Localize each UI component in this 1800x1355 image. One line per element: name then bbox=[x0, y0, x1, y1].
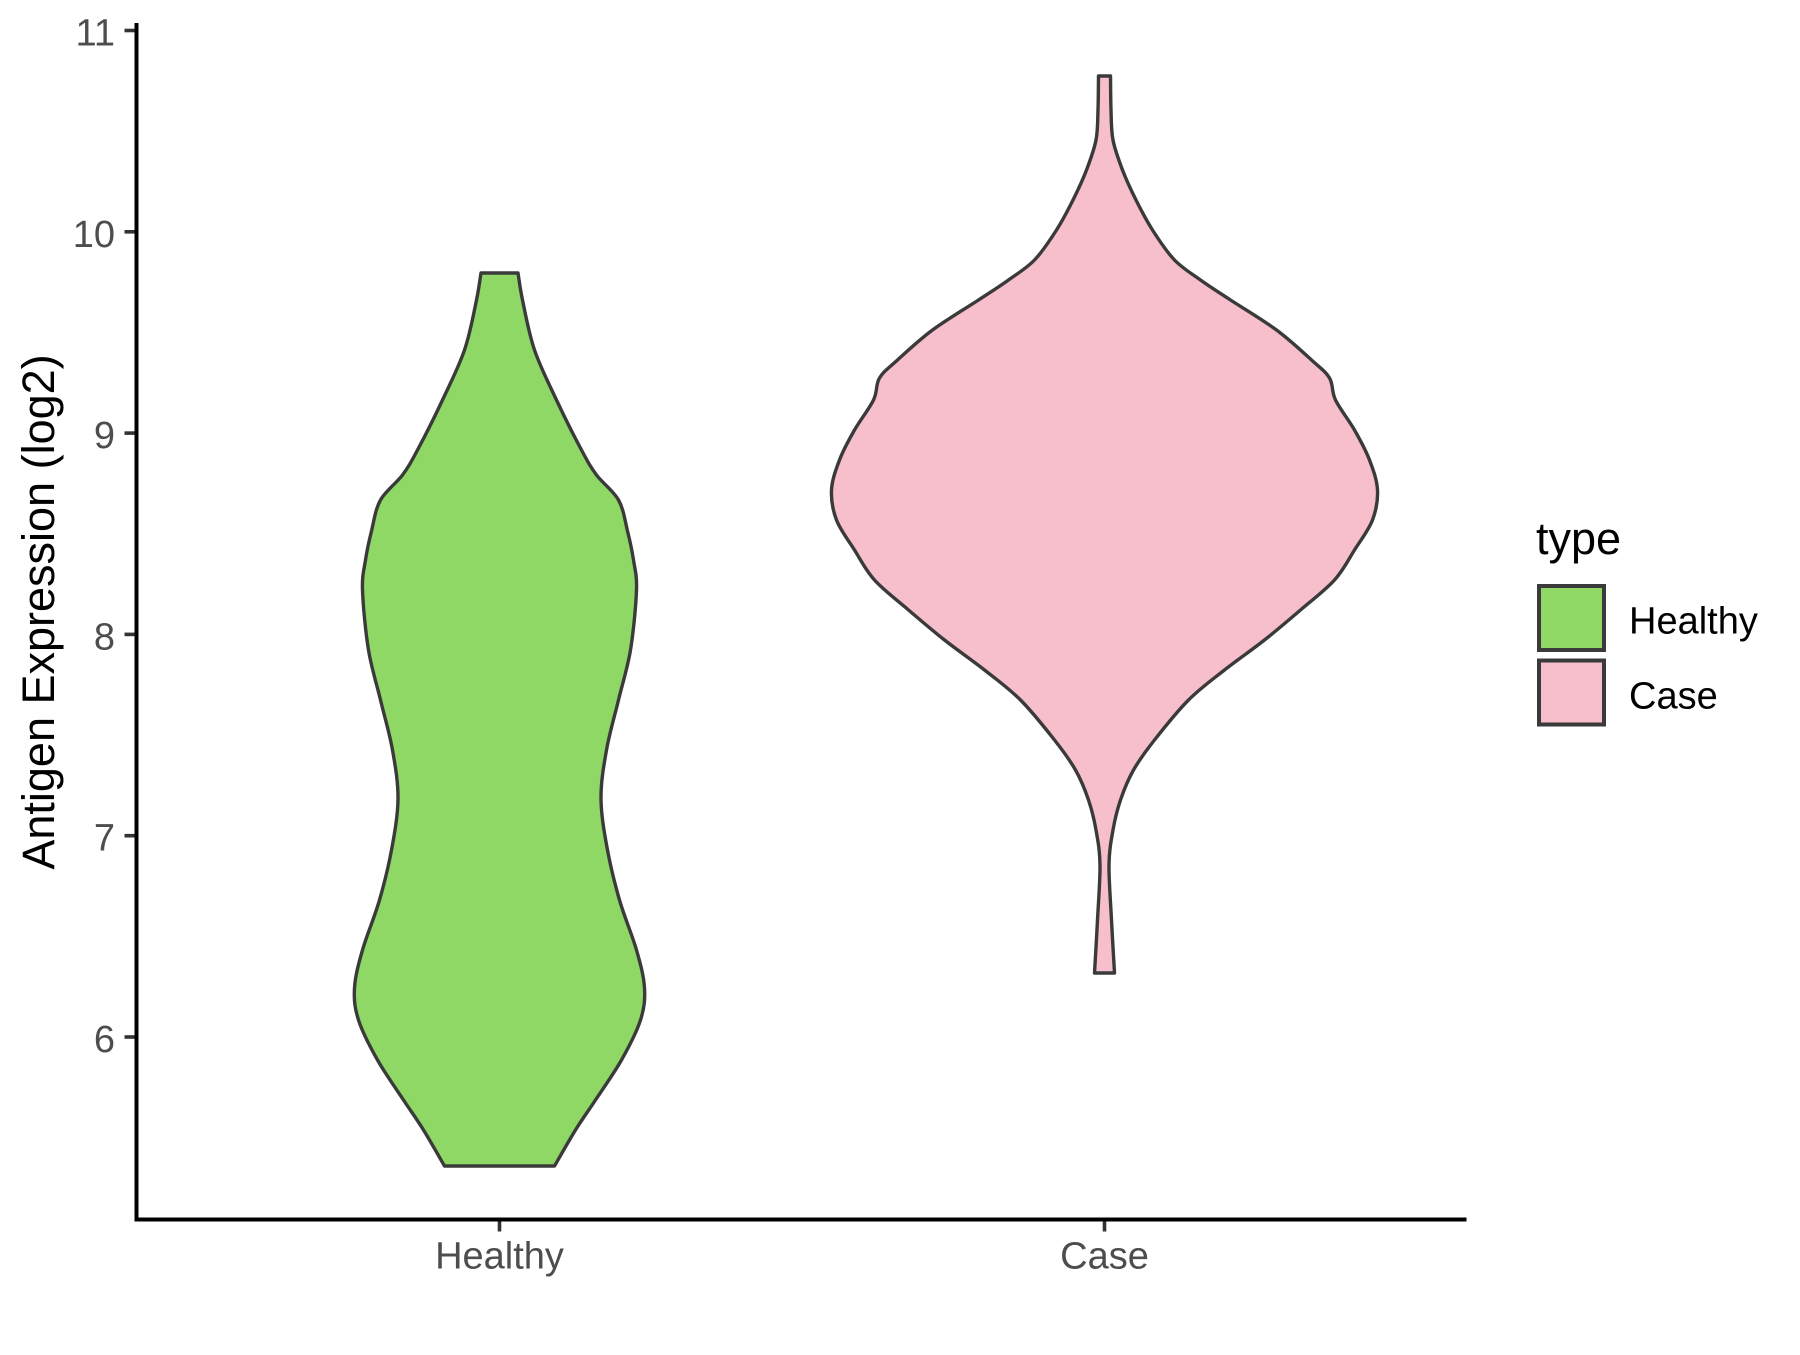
svg-text:Healthy: Healthy bbox=[1629, 601, 1758, 643]
svg-text:Antigen Expression (log2): Antigen Expression (log2) bbox=[13, 354, 64, 869]
svg-text:type: type bbox=[1536, 513, 1621, 564]
svg-text:Healthy: Healthy bbox=[435, 1236, 564, 1278]
svg-text:Case: Case bbox=[1629, 676, 1718, 718]
svg-text:9: 9 bbox=[94, 415, 115, 457]
svg-text:6: 6 bbox=[94, 1019, 115, 1061]
svg-text:8: 8 bbox=[94, 616, 115, 658]
svg-text:7: 7 bbox=[94, 818, 115, 860]
svg-text:10: 10 bbox=[73, 214, 115, 256]
svg-text:Case: Case bbox=[1060, 1236, 1149, 1278]
svg-text:11: 11 bbox=[76, 13, 115, 55]
